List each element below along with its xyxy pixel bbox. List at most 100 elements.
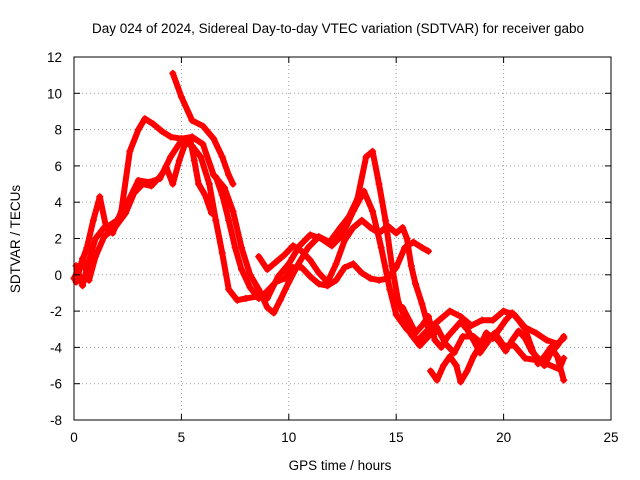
- data-point: [369, 207, 377, 215]
- data-point: [169, 180, 177, 188]
- data-point: [147, 182, 155, 190]
- series-trace: [73, 135, 215, 286]
- series-trace: [73, 115, 567, 373]
- x-tick-label: 0: [70, 430, 78, 445]
- y-tick-label: 0: [54, 268, 62, 283]
- data-point: [306, 273, 314, 281]
- data-point: [508, 336, 516, 344]
- y-tick-label: 2: [54, 232, 62, 247]
- data-point: [255, 294, 263, 302]
- data-point: [218, 249, 226, 257]
- data-point: [392, 311, 400, 319]
- data-point: [205, 180, 213, 188]
- data-series: [70, 69, 568, 386]
- data-point: [375, 276, 383, 284]
- data-point: [495, 325, 503, 333]
- y-tick-label: -6: [50, 377, 62, 392]
- data-point: [182, 138, 190, 146]
- data-point: [439, 362, 447, 370]
- data-point: [446, 307, 454, 315]
- data-point: [83, 244, 91, 252]
- data-point: [354, 195, 362, 203]
- data-point: [162, 164, 170, 172]
- data-point: [281, 251, 289, 259]
- data-point: [100, 224, 108, 232]
- series-sat-e: [212, 173, 432, 302]
- data-point: [175, 156, 183, 164]
- data-point: [212, 173, 220, 181]
- data-point: [207, 209, 215, 217]
- data-point: [424, 333, 432, 341]
- data-point: [489, 316, 497, 324]
- data-point: [444, 333, 452, 341]
- data-point: [476, 349, 484, 357]
- data-point: [270, 309, 278, 317]
- data-point: [190, 156, 198, 164]
- data-point: [212, 216, 220, 224]
- x-tick-label: 10: [281, 430, 296, 445]
- data-point: [528, 347, 536, 355]
- data-point: [450, 325, 458, 333]
- y-tick-label: -2: [50, 304, 62, 319]
- data-point: [89, 216, 97, 224]
- data-point: [446, 352, 454, 360]
- data-point: [431, 336, 439, 344]
- data-point: [246, 271, 254, 279]
- y-tick-label: 8: [54, 123, 62, 138]
- data-point: [255, 285, 263, 293]
- data-point: [394, 298, 402, 306]
- data-point: [560, 333, 568, 341]
- data-point: [341, 236, 349, 244]
- series-trace: [169, 70, 236, 187]
- data-point: [306, 231, 314, 239]
- data-point: [433, 323, 441, 331]
- data-point: [399, 303, 407, 311]
- data-point: [495, 338, 503, 346]
- data-point: [457, 318, 465, 326]
- y-tick-label: -4: [50, 340, 62, 355]
- data-point: [225, 171, 233, 179]
- data-point: [500, 307, 508, 315]
- data-point: [515, 327, 523, 335]
- data-point: [199, 140, 207, 148]
- axis-ticks: 0 5 10 15 20 25 -8 -6 -4 -2 0 2 4 6 8 10 12: [47, 50, 619, 445]
- data-point: [85, 256, 93, 264]
- data-point: [130, 189, 138, 197]
- data-point: [534, 354, 542, 362]
- data-point: [437, 343, 445, 351]
- data-point: [381, 216, 389, 224]
- data-point: [435, 316, 443, 324]
- series-sat-h: [399, 303, 568, 370]
- data-point: [362, 153, 370, 161]
- data-point: [433, 376, 441, 384]
- data-point: [96, 193, 104, 201]
- data-point: [392, 229, 400, 237]
- data-point: [392, 264, 400, 272]
- data-point: [289, 242, 297, 250]
- y-tick-label: 10: [47, 86, 62, 101]
- data-point: [553, 342, 561, 350]
- data-point: [272, 258, 280, 266]
- data-point: [358, 269, 366, 277]
- series-sat-a: [70, 136, 568, 348]
- data-point: [306, 256, 314, 264]
- data-point: [201, 191, 209, 199]
- data-point: [141, 115, 149, 123]
- data-point: [122, 209, 130, 217]
- data-point: [470, 336, 478, 344]
- data-point: [508, 309, 516, 317]
- data-point: [521, 334, 529, 342]
- series-trace: [399, 304, 567, 369]
- data-point: [238, 265, 246, 273]
- data-point: [418, 244, 426, 252]
- data-point: [358, 216, 366, 224]
- data-point: [341, 264, 349, 272]
- data-point: [515, 316, 523, 324]
- y-tick-label: 4: [54, 195, 62, 210]
- data-point: [158, 127, 166, 135]
- data-point: [349, 224, 357, 232]
- data-point: [139, 180, 147, 188]
- data-point: [323, 278, 331, 286]
- data-point: [177, 135, 185, 143]
